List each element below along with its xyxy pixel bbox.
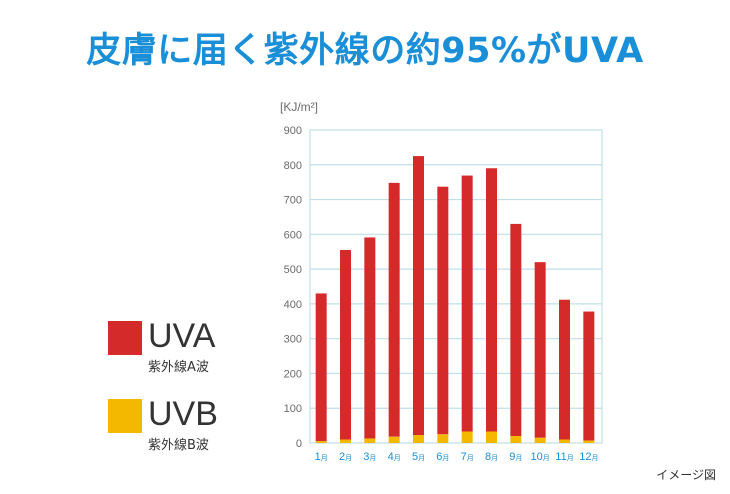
bar-uvb bbox=[510, 436, 522, 443]
legend-uva-name: UVA bbox=[148, 317, 216, 355]
x-tick-number: 11 bbox=[555, 451, 566, 463]
uva-color-swatch bbox=[108, 321, 142, 355]
y-tick-label: 300 bbox=[284, 334, 302, 346]
bar-uva bbox=[340, 249, 351, 440]
x-tick-label: 5月 bbox=[412, 451, 425, 463]
bar-uvb bbox=[413, 435, 424, 443]
x-tick-number: 6 bbox=[436, 451, 442, 463]
x-tick-number: 3 bbox=[363, 451, 369, 463]
x-tick-suffix: 月 bbox=[515, 454, 522, 462]
bar-uvb bbox=[583, 440, 595, 443]
x-tick-suffix: 月 bbox=[591, 454, 598, 462]
bar-uvb bbox=[364, 438, 376, 443]
bar-uva bbox=[437, 186, 449, 435]
bar-uvb bbox=[388, 436, 400, 443]
x-tick-number: 7 bbox=[461, 451, 467, 463]
y-tick-label: 400 bbox=[284, 299, 302, 311]
y-tick-label: 900 bbox=[284, 125, 302, 137]
y-tick-label: 800 bbox=[284, 160, 302, 172]
bar-uvb bbox=[340, 439, 351, 443]
x-tick-label: 7月 bbox=[461, 451, 474, 463]
bar-uva bbox=[510, 223, 522, 437]
x-tick-suffix: 月 bbox=[394, 454, 401, 462]
image-caption: イメージ図 bbox=[656, 468, 716, 482]
bar-uva bbox=[583, 311, 595, 441]
x-tick-number: 8 bbox=[485, 451, 491, 463]
x-tick-number: 5 bbox=[412, 451, 418, 463]
x-tick-label: 9月 bbox=[509, 451, 522, 463]
x-tick-label: 6月 bbox=[436, 451, 449, 463]
plot-frame bbox=[309, 129, 603, 444]
x-tick-label: 3月 bbox=[363, 451, 376, 463]
bar-uvb bbox=[437, 434, 449, 443]
x-tick-suffix: 月 bbox=[467, 454, 474, 462]
y-axis-unit-label: [KJ/m²] bbox=[280, 100, 318, 114]
x-tick-label: 4月 bbox=[388, 451, 401, 463]
x-tick-label: 2月 bbox=[339, 451, 352, 463]
x-tick-label: 10月 bbox=[531, 451, 550, 463]
x-tick-suffix: 月 bbox=[418, 454, 425, 462]
legend-uvb-subtitle: 紫外線B波 bbox=[148, 438, 209, 453]
x-tick-suffix: 月 bbox=[345, 454, 352, 462]
y-tick-label: 0 bbox=[296, 438, 302, 450]
y-tick-label: 200 bbox=[284, 368, 302, 380]
x-tick-label: 11月 bbox=[555, 451, 573, 463]
x-tick-label: 1月 bbox=[315, 451, 328, 463]
x-tick-number: 12 bbox=[579, 451, 591, 463]
x-tick-suffix: 月 bbox=[321, 454, 328, 462]
legend-uvb-name: UVB bbox=[148, 395, 218, 433]
x-tick-suffix: 月 bbox=[369, 454, 376, 462]
bar-uvb bbox=[534, 437, 546, 443]
bar-uvb bbox=[486, 431, 497, 443]
x-tick-number: 10 bbox=[531, 451, 543, 463]
bar-uva bbox=[559, 299, 570, 440]
y-tick-label: 700 bbox=[284, 195, 302, 207]
bar-uva bbox=[364, 237, 376, 439]
legend-uva-subtitle: 紫外線A波 bbox=[148, 360, 209, 375]
bar-uva bbox=[534, 262, 546, 438]
bar-uvb bbox=[461, 431, 473, 443]
bar-uvb bbox=[559, 439, 570, 443]
x-tick-number: 4 bbox=[388, 451, 394, 463]
y-tick-label: 100 bbox=[284, 403, 302, 415]
x-tick-number: 2 bbox=[339, 451, 345, 463]
bar-uva bbox=[486, 168, 497, 432]
x-tick-label: 12月 bbox=[579, 451, 598, 463]
page-title: 皮膚に届く紫外線の約95%がUVA bbox=[86, 31, 644, 71]
x-tick-suffix: 月 bbox=[567, 454, 574, 462]
x-tick-number: 9 bbox=[509, 451, 515, 463]
bar-uva bbox=[461, 175, 473, 432]
y-tick-label: 600 bbox=[284, 229, 302, 241]
x-tick-suffix: 月 bbox=[491, 454, 498, 462]
x-tick-suffix: 月 bbox=[442, 454, 449, 462]
bar-uva bbox=[315, 293, 327, 442]
bar-uvb bbox=[315, 441, 327, 443]
bar-uva bbox=[388, 182, 400, 437]
x-tick-number: 1 bbox=[315, 451, 321, 463]
bar-uva bbox=[413, 156, 424, 436]
uvb-color-swatch bbox=[108, 399, 142, 433]
x-tick-label: 8月 bbox=[485, 451, 498, 463]
x-tick-suffix: 月 bbox=[543, 454, 550, 462]
y-tick-label: 500 bbox=[284, 264, 302, 276]
